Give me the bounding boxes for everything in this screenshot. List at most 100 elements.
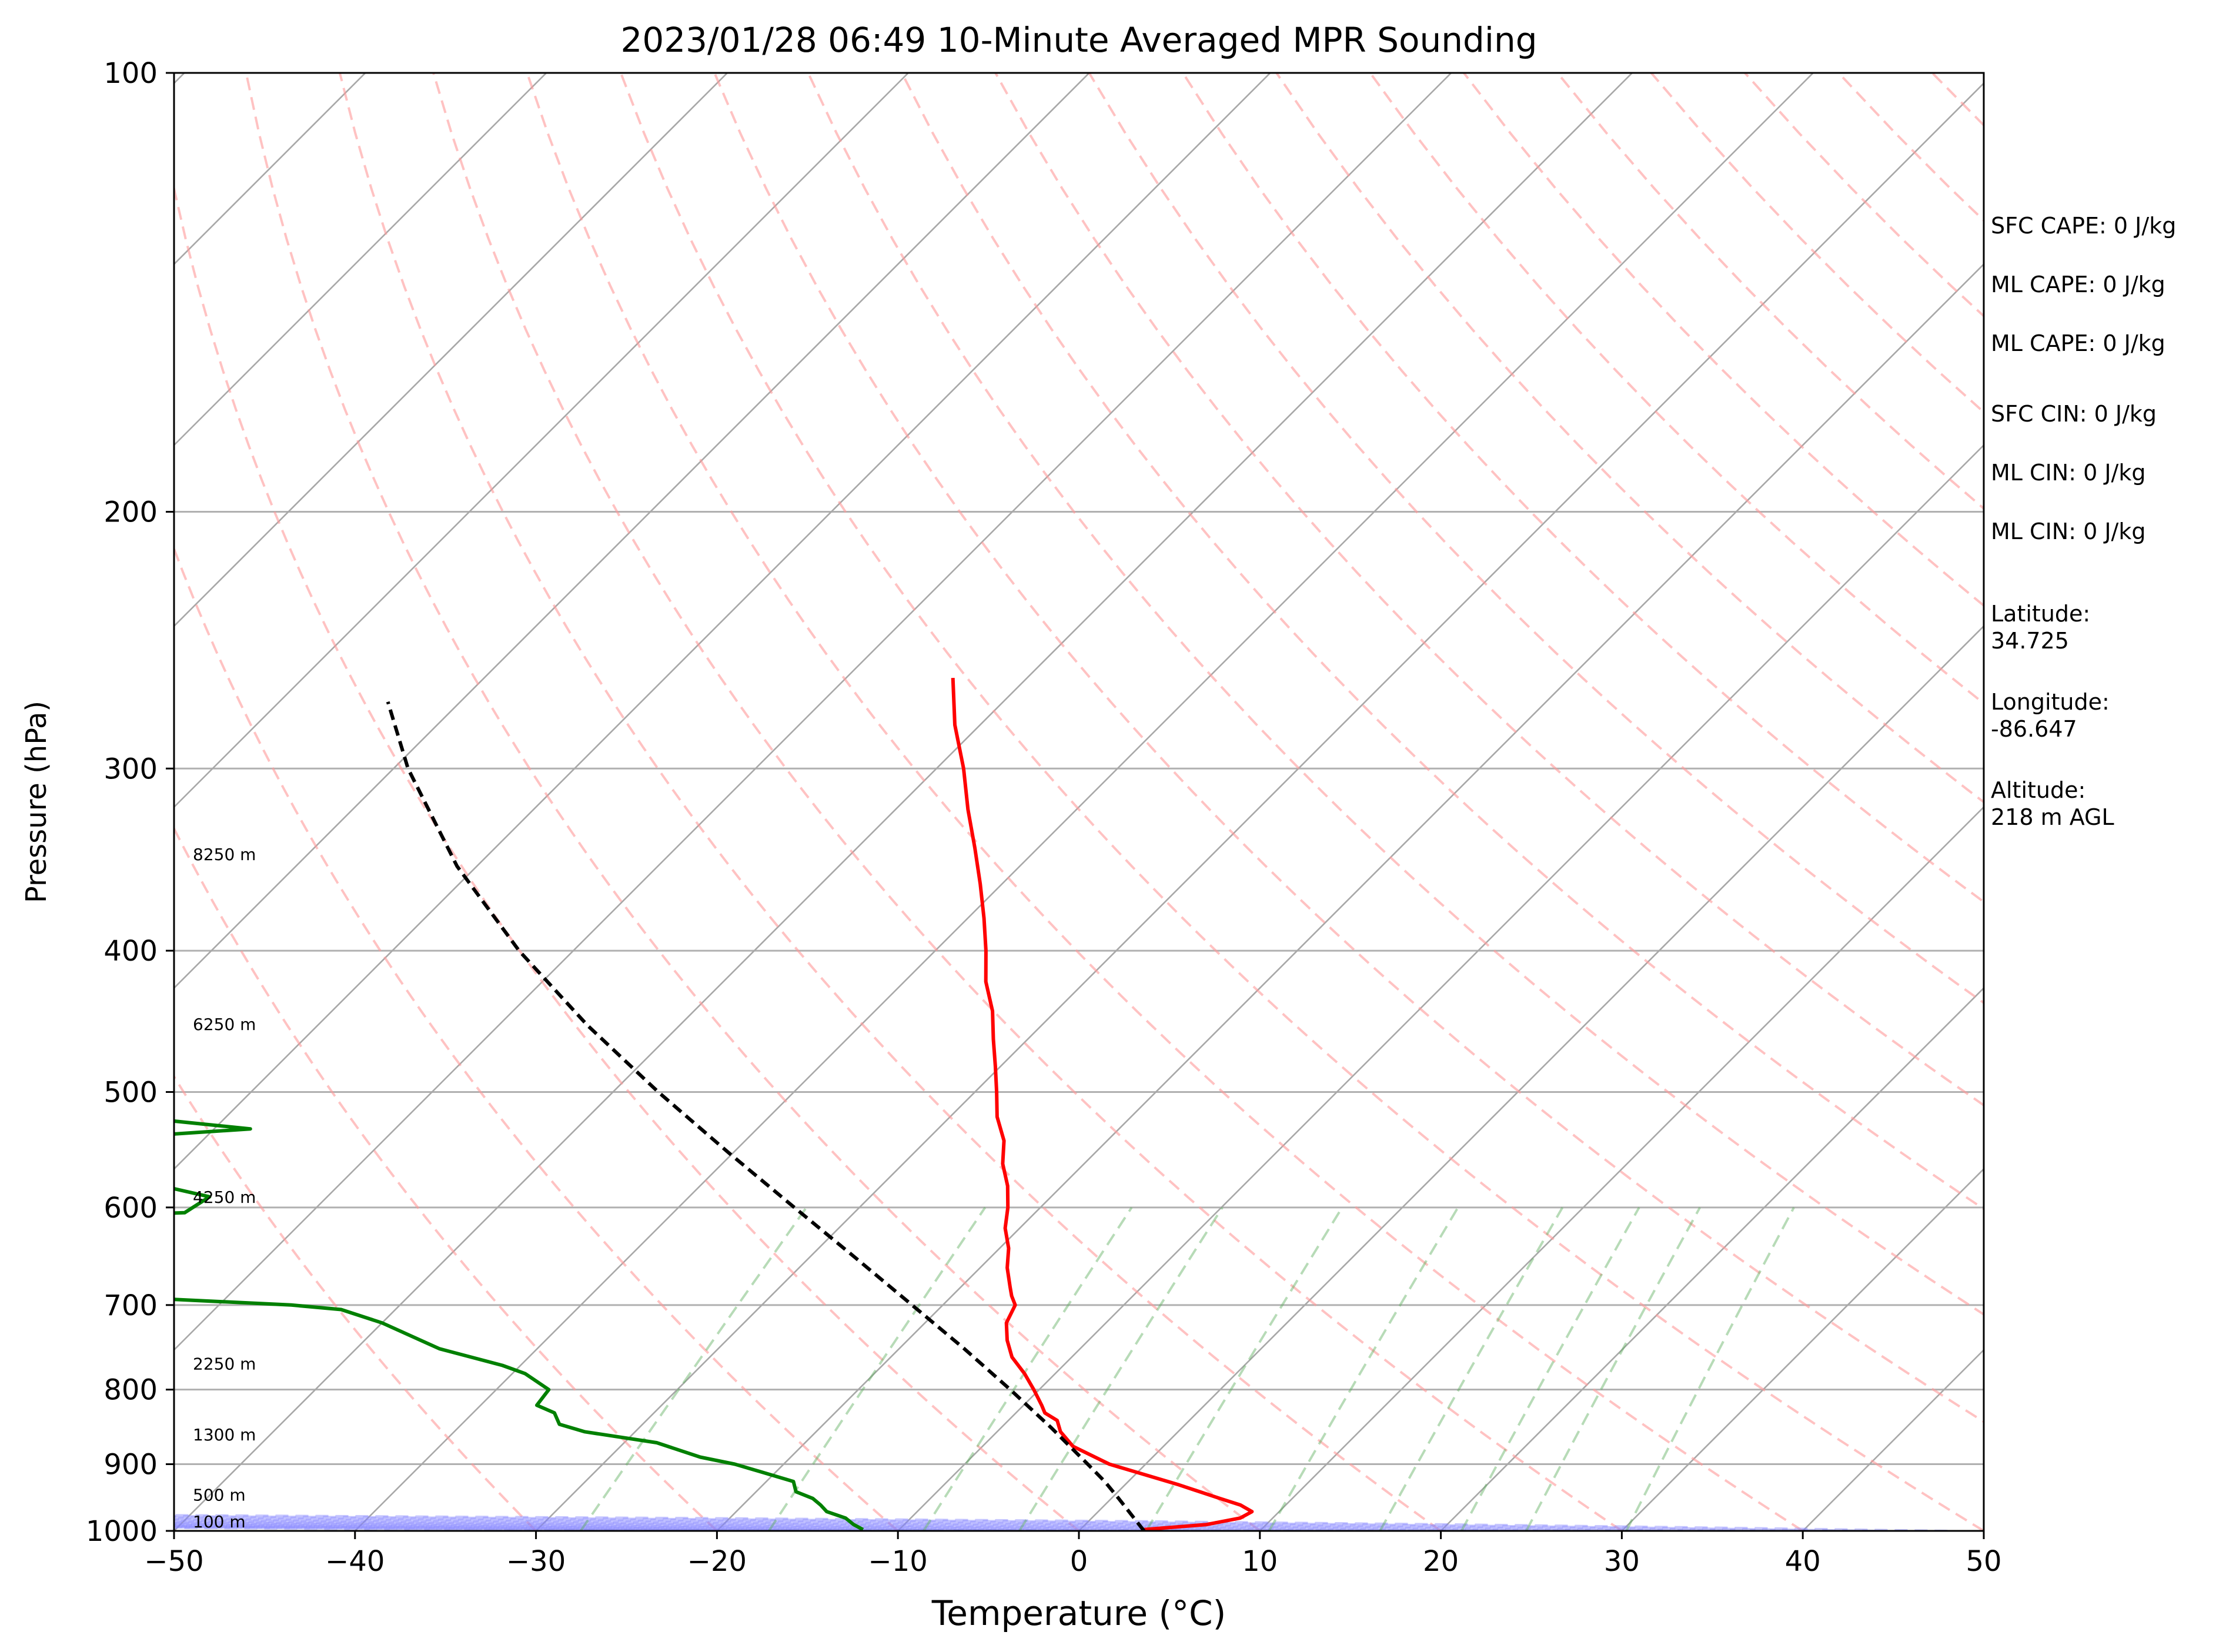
x-axis-ticks: −50 −40 −30 −20 −10 0 10 20 30 40 50 — [144, 1531, 2002, 1578]
mixing-ratio-line — [579, 1206, 808, 1531]
y-axis-ticks: 100 200 300 400 500 600 700 800 900 1000 — [86, 57, 174, 1548]
ml-cape-text-2: ML CAPE: 0 J/kg — [1991, 330, 2165, 356]
plot-frame — [173, 72, 1985, 1532]
y-tick-label: 200 — [103, 496, 158, 529]
isotherm-line — [716, 263, 1984, 1531]
x-tick-label: 40 — [1785, 1545, 1821, 1578]
sounding-series — [174, 677, 1254, 1531]
y-tick-label: 400 — [103, 935, 158, 968]
y-tick-label: 900 — [103, 1449, 158, 1482]
chart-title: 2023/01/28 06:49 10-Minute Averaged MPR … — [620, 20, 1537, 60]
isotherm-line — [174, 73, 1633, 1531]
x-axis-label: Temperature (°C) — [931, 1593, 1226, 1633]
x-tick-label: −30 — [506, 1545, 566, 1578]
dry-adiabat — [245, 73, 1261, 1531]
ml-cin-text-2: ML CIN: 0 J/kg — [1991, 519, 2146, 544]
height-label: 6250 m — [193, 1015, 256, 1034]
x-tick-label: 30 — [1604, 1545, 1640, 1578]
isotherm-line — [174, 73, 1271, 1171]
y-tick-label: 700 — [103, 1289, 158, 1322]
x-tick-label: 50 — [1966, 1545, 2001, 1578]
mixing-ratio-line — [1460, 1206, 1640, 1531]
y-tick-label: 500 — [103, 1076, 158, 1109]
mixing-ratio-line — [1379, 1206, 1564, 1531]
moist-adiabat — [174, 1514, 1948, 1531]
altitude-label: Altitude: — [1991, 777, 2086, 803]
isotherm-line — [174, 73, 1090, 989]
isotherm-line — [1440, 986, 1984, 1531]
latitude-value: 34.725 — [1991, 628, 2069, 654]
isotherm-line — [174, 73, 909, 808]
y-tick-label: 100 — [103, 57, 158, 90]
isotherm-line — [354, 73, 1814, 1531]
dry-adiabat — [2213, 73, 2226, 1531]
mixing-ratio-line — [1145, 1206, 1343, 1531]
isotherm-line — [174, 73, 728, 627]
sfc-cin-text: SFC CIN: 0 J/kg — [1991, 401, 2157, 427]
mixing-ratio-line — [1268, 1206, 1459, 1531]
ml-cin-text: ML CIN: 0 J/kg — [1991, 460, 2146, 486]
y-axis-label: Pressure (hPa) — [20, 701, 53, 903]
x-tick-label: −50 — [144, 1545, 203, 1578]
mixing-ratio-line — [768, 1206, 987, 1531]
x-tick-label: 0 — [1070, 1545, 1088, 1578]
y-tick-label: 300 — [103, 753, 158, 785]
moist-adiabat — [174, 1515, 1876, 1531]
y-tick-label: 600 — [103, 1192, 158, 1225]
height-label: 4250 m — [193, 1188, 256, 1207]
height-label: 1300 m — [193, 1425, 256, 1444]
moist-adiabat — [174, 1519, 1586, 1531]
moist-adiabat — [174, 1516, 1803, 1531]
sfc-cape-text: SFC CAPE: 0 J/kg — [1991, 213, 2177, 239]
isotherm-line — [1078, 625, 1984, 1531]
height-labels: 100 m 500 m 1300 m 2250 m 4250 m 6250 m 8250 m — [193, 845, 256, 1531]
dry-adiabat — [174, 826, 718, 1531]
dry-adiabat — [1275, 73, 1984, 804]
dry-adiabat — [174, 546, 899, 1531]
isotherm-line — [174, 73, 366, 266]
series-line-1 — [174, 1119, 864, 1531]
height-label: 8250 m — [193, 845, 256, 864]
y-tick-label: 800 — [103, 1374, 158, 1407]
dry-adiabat — [526, 73, 1804, 1531]
dry-adiabat — [713, 73, 1984, 1423]
mixing-ratio-line — [1525, 1206, 1702, 1531]
dry-adiabat — [1088, 73, 1984, 1005]
isotherm-line — [0, 73, 4, 1531]
x-tick-label: 10 — [1242, 1545, 1278, 1578]
dry-adiabat — [901, 73, 1984, 1210]
x-tick-label: −20 — [687, 1545, 747, 1578]
series-line-0 — [951, 677, 1254, 1531]
x-tick-label: −40 — [325, 1545, 385, 1578]
x-tick-label: 20 — [1423, 1545, 1459, 1578]
height-label: 2250 m — [193, 1355, 256, 1374]
mixing-ratio-line — [923, 1206, 1133, 1531]
height-label: 500 m — [193, 1486, 246, 1505]
dry-adiabat — [338, 73, 1442, 1531]
dry-adiabat — [1182, 73, 1984, 904]
longitude-label: Longitude: — [1991, 689, 2110, 715]
ml-cape-text: ML CAPE: 0 J/kg — [1991, 272, 2165, 297]
isotherm-line — [897, 444, 1984, 1531]
dry-adiabat — [807, 73, 1984, 1316]
isotherm-line — [535, 82, 1984, 1531]
longitude-value: -86.647 — [1991, 716, 2077, 742]
dry-adiabat — [174, 1074, 537, 1531]
y-tick-label: 1000 — [86, 1515, 158, 1548]
moist-adiabat — [174, 1520, 1441, 1531]
dry-adiabat — [174, 183, 1080, 1531]
altitude-value: 218 m AGL — [1991, 804, 2114, 830]
latitude-label: Latitude: — [1991, 601, 2091, 627]
isotherm-line — [174, 73, 547, 447]
x-tick-label: −10 — [868, 1545, 928, 1578]
background-lines — [0, 73, 2226, 1531]
moist-adiabat — [174, 1520, 1513, 1531]
mixing-ratio-line — [1018, 1206, 1224, 1531]
mixing-ratio-line — [1625, 1206, 1795, 1531]
series-line-2 — [386, 701, 1146, 1531]
isotherm-line — [1259, 805, 1984, 1531]
height-label: 100 m — [193, 1512, 246, 1531]
isotherm-line — [1621, 1168, 1984, 1531]
isotherm-line — [174, 73, 1452, 1352]
